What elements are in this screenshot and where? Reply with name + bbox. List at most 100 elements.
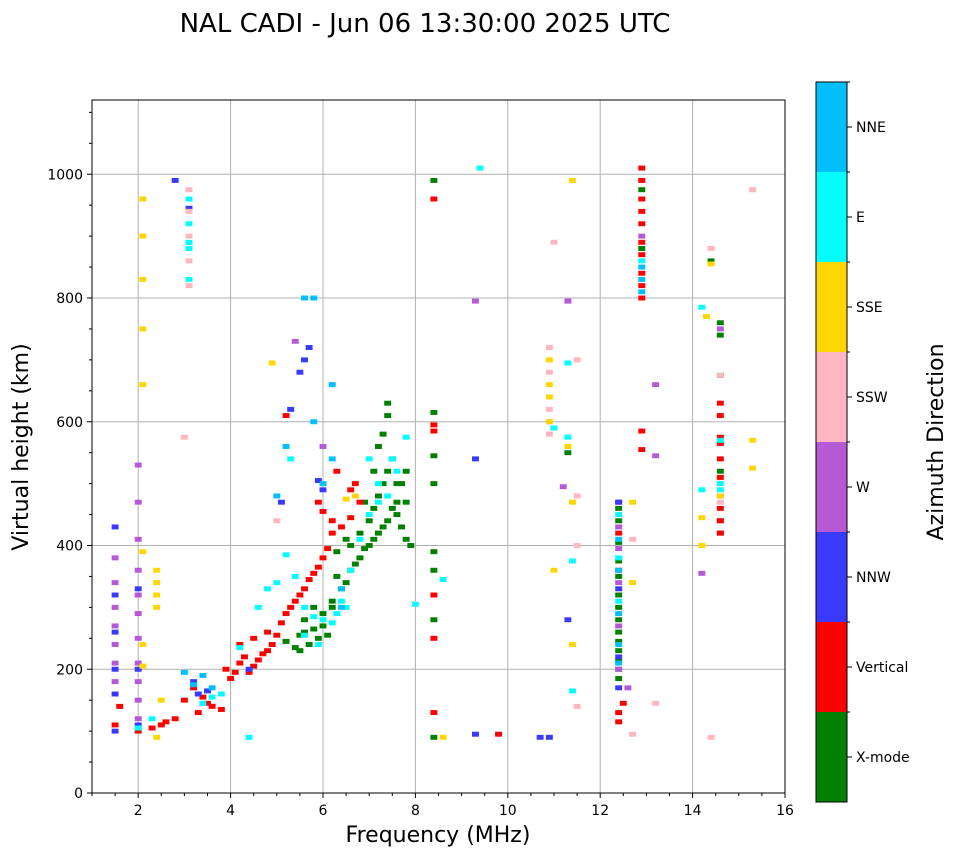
echo-point-e	[301, 632, 308, 638]
echo-point-e	[319, 617, 327, 623]
echo-point-e	[374, 499, 382, 505]
echo-point-vertical	[236, 660, 244, 666]
echo-point-vertical	[638, 165, 646, 171]
echo-point-nnw	[305, 345, 313, 350]
echo-point-nnw	[134, 586, 142, 592]
echo-point-e	[615, 598, 623, 604]
echo-point-nne	[338, 604, 345, 610]
echo-point-sse	[157, 697, 165, 703]
x-tick-label: 4	[226, 803, 235, 819]
data-points	[111, 165, 757, 740]
colorbar-frame	[815, 81, 848, 803]
echo-point-nne	[615, 611, 623, 617]
echo-point-w	[111, 580, 119, 586]
echo-point-x-mode	[296, 632, 304, 638]
echo-point-vertical	[328, 518, 336, 524]
echo-point-sse	[564, 444, 572, 449]
echo-point-sse	[569, 642, 576, 647]
echo-point-x-mode	[393, 481, 401, 487]
echo-point-w	[111, 642, 119, 647]
echo-point-x-mode	[716, 468, 724, 474]
echo-point-e	[185, 196, 193, 202]
echo-point-vertical	[296, 592, 304, 598]
echo-point-vertical	[430, 428, 438, 434]
echo-point-x-mode	[615, 617, 623, 623]
echo-point-nne	[638, 289, 646, 295]
echo-point-vertical	[319, 555, 327, 561]
echo-point-x-mode	[370, 536, 378, 542]
echo-point-ssw	[629, 731, 637, 737]
x-tick-label: 10	[499, 803, 517, 819]
echo-point-nne	[310, 419, 318, 425]
echo-point-vertical	[227, 676, 235, 682]
echo-point-ssw	[545, 406, 553, 412]
echo-point-vertical	[204, 700, 211, 706]
echo-point-nnw	[319, 487, 327, 493]
echo-point-x-mode	[638, 246, 646, 251]
echo-point-x-mode	[430, 481, 438, 487]
echo-point-vertical	[268, 642, 276, 647]
echo-point-ssw	[545, 369, 553, 375]
echo-point-ssw	[629, 536, 637, 542]
echo-point-vertical	[638, 283, 646, 289]
echo-point-w	[134, 611, 142, 617]
y-tick-label: 0	[74, 786, 83, 802]
echo-point-e	[287, 456, 295, 462]
echo-point-nne	[615, 642, 623, 647]
echo-point-w	[716, 326, 724, 332]
plot-frame	[91, 99, 786, 794]
colorbar-segment	[816, 352, 847, 442]
echo-point-w	[615, 580, 623, 586]
echo-point-vertical	[254, 657, 262, 663]
colorbar-segment	[816, 262, 847, 352]
echo-point-e	[374, 481, 382, 487]
echo-point-x-mode	[370, 468, 378, 474]
colorbar-tick-label: SSE	[856, 300, 883, 316]
echo-point-w	[615, 666, 623, 672]
echo-point-w	[291, 338, 299, 344]
echo-point-w	[111, 555, 119, 561]
echo-point-sse	[153, 734, 161, 740]
echo-point-x-mode	[310, 604, 318, 610]
echo-point-x-mode	[638, 187, 646, 193]
echo-point-w	[471, 298, 479, 304]
echo-point-sse	[545, 419, 553, 425]
echo-point-ssw	[185, 208, 193, 214]
echo-point-vertical	[324, 546, 332, 552]
echo-point-x-mode	[393, 499, 401, 505]
echo-point-x-mode	[430, 177, 438, 183]
echo-point-x-mode	[615, 638, 623, 644]
echo-point-x-mode	[291, 645, 299, 651]
echo-point-vertical	[430, 635, 438, 641]
echo-point-nne	[638, 264, 646, 270]
echo-point-vertical	[222, 666, 230, 672]
echo-point-x-mode	[615, 676, 623, 682]
echo-point-nnw	[111, 691, 119, 697]
x-tick-label: 2	[134, 803, 143, 819]
echo-point-x-mode	[716, 320, 724, 326]
echo-point-nne	[615, 567, 623, 573]
echo-point-sse	[139, 326, 147, 332]
echo-point-ssw	[185, 233, 193, 239]
echo-point-w	[559, 484, 567, 490]
echo-point-nnw	[471, 456, 479, 462]
echo-point-x-mode	[716, 332, 724, 338]
echo-point-x-mode	[384, 518, 392, 524]
echo-point-sse	[569, 499, 576, 505]
echo-point-nnw	[194, 691, 202, 697]
echo-point-w	[615, 546, 623, 552]
echo-point-ssw	[716, 499, 724, 505]
echo-point-e	[328, 620, 336, 626]
echo-point-sse	[139, 382, 147, 388]
echo-point-x-mode	[333, 573, 341, 579]
echo-point-e	[254, 604, 262, 610]
echo-point-vertical	[638, 239, 646, 245]
echo-point-vertical	[716, 400, 724, 406]
echo-point-w	[134, 679, 142, 685]
echo-point-x-mode	[615, 648, 623, 654]
echo-point-ssw	[707, 246, 715, 251]
y-tick-label: 600	[56, 415, 83, 431]
echo-point-nne	[328, 456, 336, 462]
echo-point-e	[615, 512, 623, 518]
echo-point-vertical	[245, 669, 253, 675]
